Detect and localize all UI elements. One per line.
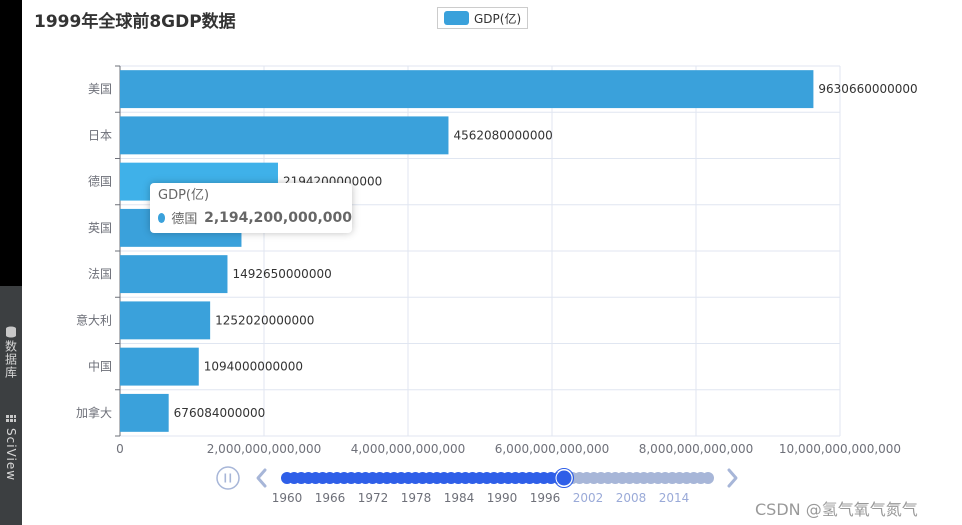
- bar[interactable]: [120, 393, 169, 432]
- timeline-current-marker[interactable]: [555, 469, 573, 487]
- timeline-year-label[interactable]: 2008: [616, 491, 647, 505]
- tool-database-label: 数据库: [3, 340, 18, 379]
- data-label: 676084000000: [174, 406, 266, 420]
- timeline-year-label[interactable]: 1996: [530, 491, 561, 505]
- timeline-next-icon[interactable]: [727, 468, 738, 488]
- tool-sciview-label: SciView: [4, 428, 18, 482]
- timeline-current-ring: [554, 468, 575, 488]
- bar[interactable]: [120, 70, 814, 109]
- tooltip: GDP(亿) 德国 2,194,200,000,000: [150, 183, 352, 233]
- bar[interactable]: [120, 347, 199, 386]
- y-tick-label: 法国: [88, 267, 112, 281]
- tool-window-bar: 数据库 SciView: [0, 286, 22, 525]
- timeline-pause-button[interactable]: [216, 466, 240, 490]
- y-tick-label: 德国: [88, 174, 112, 189]
- bar[interactable]: [120, 116, 449, 155]
- timeline-year-label[interactable]: 1984: [444, 491, 475, 505]
- data-label: 4562080000000: [453, 128, 552, 142]
- data-label: 1252020000000: [215, 313, 314, 327]
- data-label: 1492650000000: [232, 267, 331, 281]
- legend-label: GDP(亿): [474, 11, 522, 26]
- x-tick-label: 8,000,000,000,000: [639, 442, 754, 456]
- data-label: 1094000000000: [204, 360, 303, 374]
- y-tick-label: 美国: [88, 82, 112, 96]
- tool-database[interactable]: 数据库: [0, 326, 22, 379]
- timeline-year-label[interactable]: 1972: [358, 491, 389, 505]
- tooltip-row: 德国 2,194,200,000,000: [158, 208, 352, 227]
- tool-sciview[interactable]: SciView: [0, 414, 22, 481]
- data-label: 9630660000000: [818, 82, 917, 96]
- y-tick-label: 意大利: [76, 312, 112, 327]
- timeline-dot[interactable]: [702, 472, 714, 484]
- y-tick-label: 中国: [88, 359, 112, 374]
- grid-icon: [6, 415, 16, 422]
- y-tick-label: 英国: [88, 221, 112, 235]
- timeline-year-label[interactable]: 2002: [573, 491, 604, 505]
- bar[interactable]: [120, 255, 228, 294]
- pause-icon: [224, 473, 227, 483]
- tooltip-marker: [158, 212, 166, 223]
- tooltip-value: 2,194,200,000,000: [204, 209, 352, 226]
- tooltip-series: GDP(亿): [158, 188, 210, 203]
- bar[interactable]: [120, 301, 211, 340]
- y-tick-label: 日本: [88, 128, 112, 142]
- timeline-year-label[interactable]: 1966: [315, 491, 346, 505]
- y-tick-label: 加拿大: [76, 405, 112, 420]
- database-icon: [6, 326, 16, 338]
- watermark: CSDN @氢气氧气氮气: [755, 500, 918, 519]
- timeline-year-label[interactable]: 1990: [487, 491, 518, 505]
- legend-swatch: [444, 11, 469, 25]
- x-tick-label: 2,000,000,000,000: [207, 442, 322, 456]
- legend[interactable]: GDP(亿): [437, 7, 529, 29]
- pause-icon: [229, 473, 232, 483]
- x-tick-label: 0: [116, 442, 124, 456]
- timeline-prev-icon[interactable]: [256, 468, 267, 488]
- x-tick-label: 6,000,000,000,000: [495, 442, 610, 456]
- timeline-year-label[interactable]: 1960: [272, 491, 303, 505]
- timeline-year-label[interactable]: 2014: [659, 491, 690, 505]
- tooltip-name: 德国: [171, 212, 198, 227]
- timeline-year-label[interactable]: 1978: [401, 491, 432, 505]
- x-tick-label: 4,000,000,000,000: [351, 442, 466, 456]
- x-tick-label: 10,000,000,000,000: [779, 442, 901, 456]
- chart-title: 1999年全球前8GDP数据: [34, 12, 236, 32]
